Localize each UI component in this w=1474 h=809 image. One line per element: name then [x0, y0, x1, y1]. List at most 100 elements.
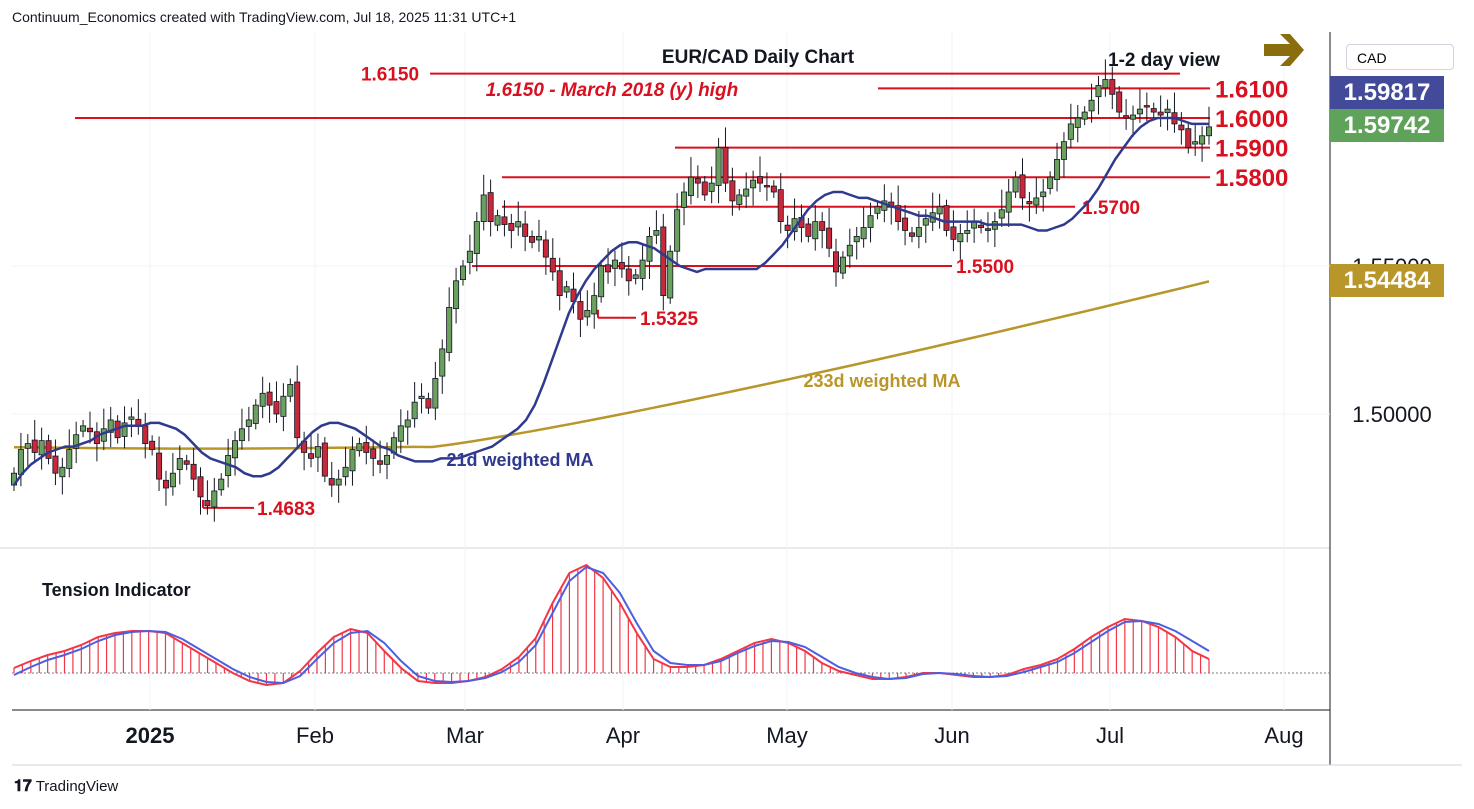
currency-selector[interactable]: CAD: [1346, 44, 1454, 70]
candle: [632, 268, 639, 285]
candle: [38, 427, 45, 470]
candle: [1095, 75, 1102, 115]
arrow-right-icon: [1264, 34, 1304, 66]
candle: [473, 212, 480, 272]
candle: [411, 382, 418, 428]
candle: [722, 127, 729, 192]
candle: [335, 469, 342, 503]
candle: [1005, 178, 1012, 227]
candle: [1102, 59, 1109, 97]
candle: [743, 172, 750, 208]
high-note: 1.6150 - March 2018 (y) high: [486, 80, 738, 101]
candle: [529, 230, 536, 249]
candle: [487, 179, 494, 237]
candle: [1109, 66, 1116, 110]
candle: [128, 407, 135, 438]
chart-attribution: Continuum_Economics created with Trading…: [12, 9, 517, 25]
candle: [1171, 92, 1178, 133]
candle: [874, 200, 881, 220]
candle: [1026, 192, 1033, 222]
candle: [971, 208, 978, 243]
candle: [770, 180, 777, 198]
candle: [708, 166, 715, 204]
candle: [639, 243, 646, 291]
candle: [715, 138, 722, 204]
candle: [287, 378, 294, 403]
candle: [93, 422, 100, 462]
candle: [1012, 171, 1019, 198]
candle: [273, 381, 280, 423]
candle: [45, 434, 52, 465]
x-tick-label: 2025: [126, 723, 175, 748]
candle: [356, 437, 363, 457]
candle: [1130, 105, 1137, 137]
candle: [826, 207, 833, 258]
candle: [763, 172, 770, 201]
candle: [466, 234, 473, 275]
level-label: 1.6150: [361, 65, 419, 86]
candle: [31, 419, 38, 462]
x-tick-label: Mar: [446, 723, 484, 748]
candle: [729, 167, 736, 216]
candle: [218, 473, 225, 496]
candle: [1060, 132, 1067, 178]
indicator-title: Tension Indicator: [42, 580, 191, 600]
candle: [943, 199, 950, 237]
candle: [1116, 86, 1123, 118]
candle: [757, 156, 764, 192]
candle: [1074, 104, 1081, 143]
candle: [846, 228, 853, 268]
candle: [439, 339, 446, 394]
candle: [867, 202, 874, 243]
candle: [819, 212, 826, 249]
candle: [542, 230, 549, 275]
candle: [681, 182, 688, 226]
candle: [853, 226, 860, 260]
candle: [625, 255, 632, 296]
candle: [653, 210, 660, 245]
candle: [1143, 92, 1150, 121]
candle: [425, 392, 432, 414]
candle: [618, 242, 625, 278]
candle: [936, 193, 943, 229]
candle: [397, 409, 404, 454]
candle: [598, 260, 605, 303]
level-label: 1.5800: [1215, 165, 1288, 192]
candle: [1067, 103, 1074, 149]
candle: [915, 210, 922, 249]
candle: [135, 399, 142, 435]
candle: [100, 408, 107, 451]
level-label: 1.5500: [956, 257, 1014, 278]
candle: [86, 411, 93, 444]
candle: [1054, 142, 1061, 192]
candle: [950, 210, 957, 252]
candle: [508, 213, 515, 249]
candle: [549, 238, 556, 281]
candle: [584, 290, 591, 326]
candle: [1033, 177, 1040, 214]
footer-brand[interactable]: 𝟏𝟕 TradingView: [14, 778, 119, 795]
candle: [24, 434, 31, 467]
candle: [694, 165, 701, 198]
candle: [563, 280, 570, 298]
candle: [266, 382, 273, 423]
candle: [10, 467, 17, 491]
candle: [453, 267, 460, 324]
candle: [888, 192, 895, 225]
candle: [308, 433, 315, 468]
candle: [190, 447, 197, 491]
candle: [687, 157, 694, 205]
x-tick-label: Jun: [934, 723, 969, 748]
level-label: 1.6000: [1215, 106, 1288, 133]
candle: [494, 209, 501, 232]
candle: [142, 412, 149, 459]
ma-price-tag: 1.54484: [1330, 264, 1444, 297]
candle: [1157, 95, 1164, 127]
candle: [211, 477, 218, 522]
candle: [204, 480, 211, 515]
candle: [667, 245, 674, 304]
candle: [501, 200, 508, 237]
level-label: 1.6100: [1215, 76, 1288, 103]
candle: [459, 260, 466, 286]
